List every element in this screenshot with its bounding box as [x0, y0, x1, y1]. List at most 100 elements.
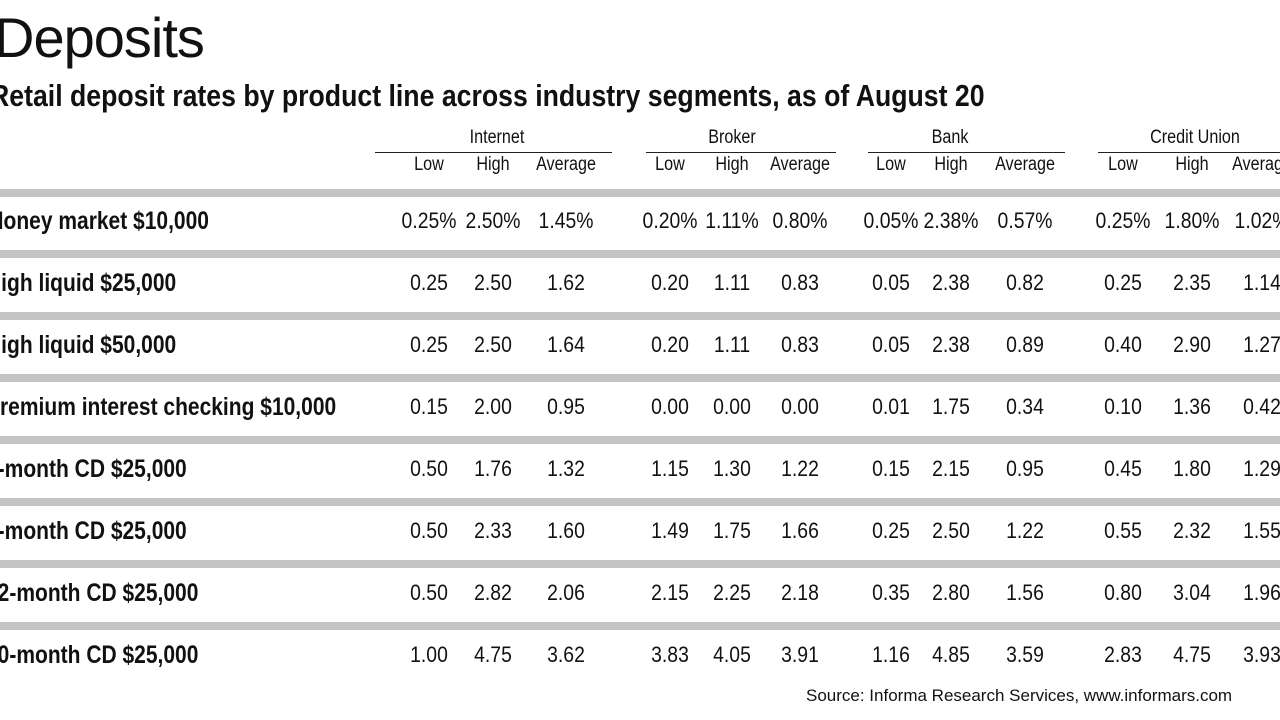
table-cell: 0.15: [872, 456, 910, 481]
table-cell: 1.15: [651, 456, 689, 481]
table-cell: 4.85: [932, 642, 970, 667]
source-note: Source: Informa Research Services, www.i…: [806, 686, 1233, 705]
table-cell: 1.75: [932, 394, 970, 419]
table-cell: 0.35: [872, 580, 910, 605]
table-cell: 0.42: [1243, 394, 1280, 419]
table-cell: 2.15: [651, 580, 689, 605]
row-separator: [0, 189, 1280, 197]
row-separator: [0, 374, 1280, 382]
table-cell: 0.50: [410, 580, 448, 605]
table-cell: 1.45%: [538, 208, 594, 233]
column-header-average: Average: [995, 154, 1055, 175]
table-cell: 0.25%: [401, 208, 457, 233]
group-rule: [868, 152, 1065, 153]
row-label: 6-month CD $25,000: [0, 517, 187, 545]
table-cell: 2.06: [547, 580, 585, 605]
table-cell: 0.25: [410, 270, 448, 295]
column-header-average: Average: [1232, 154, 1280, 175]
table-cell: 1.02%: [1234, 208, 1280, 233]
table-cell: 3.04: [1173, 580, 1211, 605]
row-label: High liquid $50,000: [0, 331, 177, 359]
table-cell: 0.55: [1104, 518, 1142, 543]
table-cell: 2.90: [1173, 332, 1211, 357]
table-cell: 0.80: [1104, 580, 1142, 605]
table-cell: 2.35: [1173, 270, 1211, 295]
table-cell: 2.80: [932, 580, 970, 605]
group-label-internet: Internet: [469, 127, 525, 148]
table-cell: 0.05: [872, 332, 910, 357]
table-cell: 2.18: [781, 580, 819, 605]
table-cell: 0.05: [872, 270, 910, 295]
table-cell: 0.95: [547, 394, 585, 419]
table-cell: 1.22: [781, 456, 819, 481]
table-cell: 2.50: [474, 270, 512, 295]
row-label: 3-month CD $25,000: [0, 455, 187, 483]
row-label: 60-month CD $25,000: [0, 641, 199, 669]
table-cell: 1.80: [1173, 456, 1211, 481]
table-cell: 0.50: [410, 456, 448, 481]
table-cell: 0.83: [781, 332, 819, 357]
table-cell: 1.32: [547, 456, 585, 481]
table-cell: 1.11%: [705, 208, 759, 233]
table-cell: 1.36: [1173, 394, 1211, 419]
table-cell: 2.38%: [923, 208, 979, 233]
table-cell: 1.22: [1006, 518, 1044, 543]
table-cell: 1.00: [410, 642, 448, 667]
table-cell: 1.11: [713, 270, 751, 295]
table-cell: 1.27: [1243, 332, 1280, 357]
group-rule: [375, 152, 612, 153]
table-cell: 1.11: [713, 332, 751, 357]
column-header-low: Low: [1108, 154, 1138, 175]
row-label: Money market $10,000: [0, 207, 209, 235]
group-label-credit-union: Credit Union: [1150, 127, 1240, 148]
column-header-high: High: [1175, 154, 1209, 175]
table-cell: 0.00: [713, 394, 751, 419]
group-label-bank: Bank: [931, 127, 969, 148]
table-cell: 1.14: [1243, 270, 1280, 295]
table-cell: 1.29: [1243, 456, 1280, 481]
table-cell: 1.16: [872, 642, 910, 667]
page-title: Deposits: [0, 6, 205, 69]
table-cell: 3.83: [651, 642, 689, 667]
table-cell: 0.15: [410, 394, 448, 419]
table-cell: 0.25: [1104, 270, 1142, 295]
table-cell: 1.60: [547, 518, 585, 543]
table-cell: 0.25: [410, 332, 448, 357]
table-cell: 2.50: [932, 518, 970, 543]
table-cell: 4.05: [713, 642, 751, 667]
table-cell: 2.15: [932, 456, 970, 481]
column-header-low: Low: [655, 154, 685, 175]
table-cell: 0.00: [651, 394, 689, 419]
page-subtitle: Retail deposit rates by product line acr…: [0, 78, 985, 113]
column-header-high: High: [715, 154, 749, 175]
table-cell: 1.75: [713, 518, 751, 543]
column-header-high: High: [934, 154, 968, 175]
row-separator: [0, 560, 1280, 568]
table-cell: 3.62: [547, 642, 585, 667]
table-cell: 2.38: [932, 332, 970, 357]
table-cell: 0.45: [1104, 456, 1142, 481]
row-separator: [0, 250, 1280, 258]
table-cell: 0.10: [1104, 394, 1142, 419]
table-cell: 0.25: [872, 518, 910, 543]
table-cell: 1.30: [713, 456, 751, 481]
table-cell: 1.80%: [1164, 208, 1220, 233]
table-cell: 2.50: [474, 332, 512, 357]
table-cell: 2.32: [1173, 518, 1211, 543]
table-cell: 0.95: [1006, 456, 1044, 481]
table-cell: 3.59: [1006, 642, 1044, 667]
table-cell: 0.01: [872, 394, 910, 419]
column-header-average: Average: [770, 154, 830, 175]
table-cell: 2.38: [932, 270, 970, 295]
table-cell: 0.50: [410, 518, 448, 543]
group-label-broker: Broker: [708, 127, 756, 148]
group-rule: [646, 152, 836, 153]
table-cell: 0.34: [1006, 394, 1044, 419]
table-cell: 2.33: [474, 518, 512, 543]
table-cell: 1.96: [1243, 580, 1280, 605]
table-cell: 1.56: [1006, 580, 1044, 605]
column-header-low: Low: [876, 154, 906, 175]
row-separator: [0, 498, 1280, 506]
table-cell: 0.83: [781, 270, 819, 295]
